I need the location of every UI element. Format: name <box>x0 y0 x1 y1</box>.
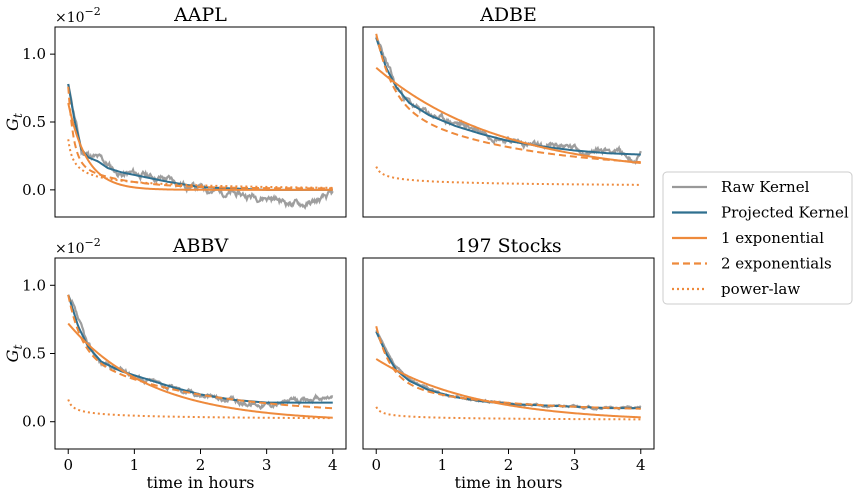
legend-label: power-law <box>721 280 800 298</box>
x-tick-label: 1 <box>438 456 448 474</box>
x-tick-label: 0 <box>63 456 73 474</box>
legend-box <box>662 171 853 305</box>
axes-frame <box>362 26 655 218</box>
projected-kernel-line <box>375 37 641 156</box>
offset-base: ×10 <box>55 241 85 257</box>
panel-title: AAPL <box>173 4 227 26</box>
projected-kernel-line <box>67 83 333 191</box>
two-exponentials-line <box>67 294 333 410</box>
y-axis-label: Gt <box>3 113 25 131</box>
legend: Raw Kernel Projected Kernel 1 exponential 2… <box>662 171 853 305</box>
series-group <box>375 33 642 186</box>
x-tick-label: 1 <box>130 456 140 474</box>
y-offset-text: ×10−2 <box>55 236 101 257</box>
projected-kernel-line <box>67 294 333 404</box>
series-group <box>67 294 334 420</box>
power-law-line <box>67 399 333 420</box>
one-exponential-line <box>67 102 333 191</box>
two-exponentials-line <box>375 33 641 164</box>
one-exponential-line <box>67 322 333 419</box>
y-tick-label: 1.0 <box>22 276 46 294</box>
panel-2: ADBE <box>362 4 655 218</box>
raw-kernel-line <box>375 329 642 411</box>
projected-kernel-line <box>375 331 641 410</box>
one-exponential-line <box>375 66 641 165</box>
ylabel-main: G <box>3 118 22 131</box>
ylabel-main: G <box>3 349 22 362</box>
x-axis-label: time in hours <box>455 473 563 492</box>
y-tick-label: 1.0 <box>22 45 46 63</box>
x-axis-label: time in hours <box>147 473 255 492</box>
legend-label: 1 exponential <box>721 229 824 247</box>
offset-exponent: −2 <box>85 236 101 249</box>
ylabel-subscript: t <box>11 113 25 118</box>
power-law-line <box>67 139 333 189</box>
series-group <box>67 83 334 210</box>
x-tick-label: 3 <box>570 456 580 474</box>
panel-1: 0.0 0.5 1.0 AAPL ×10−2 Gt <box>3 4 347 218</box>
x-tick-label: 3 <box>262 456 272 474</box>
offset-base: ×10 <box>55 10 85 26</box>
y-axis-label: Gt <box>3 345 25 363</box>
ylabel-subscript: t <box>11 345 25 350</box>
x-tick-label: 2 <box>196 456 206 474</box>
panel-title: 197 Stocks <box>455 235 561 257</box>
panel-title: ABBV <box>172 235 229 257</box>
y-tick-label: 0.5 <box>22 345 46 363</box>
x-tick-label: 4 <box>328 456 338 474</box>
panel-title: ADBE <box>479 4 537 26</box>
x-tick-label: 0 <box>371 456 381 474</box>
x-tick-label: 4 <box>636 456 646 474</box>
two-exponentials-line <box>67 86 333 190</box>
two-exponentials-line <box>375 325 641 410</box>
y-tick-label: 0.0 <box>22 413 46 431</box>
panel-3: 0.0 0.5 1.0 0 1 2 3 4 ABBV ×10−2 Gt time in hours <box>3 235 347 492</box>
y-tick-label: 0.5 <box>22 113 46 131</box>
legend-label: Raw Kernel <box>721 178 810 196</box>
power-law-line <box>375 166 641 186</box>
raw-kernel-line <box>67 294 334 411</box>
power-law-line <box>375 406 641 421</box>
axes-frame <box>362 257 655 450</box>
series-group <box>375 325 642 421</box>
x-tick-label: 2 <box>504 456 514 474</box>
one-exponential-line <box>375 358 641 419</box>
legend-label: Projected Kernel <box>721 204 849 222</box>
raw-kernel-line <box>375 36 642 165</box>
legend-label: 2 exponentials <box>721 255 832 273</box>
y-tick-label: 0.0 <box>22 181 46 199</box>
y-offset-text: ×10−2 <box>55 5 101 26</box>
offset-exponent: −2 <box>85 5 101 18</box>
panel-4: 0 1 2 3 4 197 Stocks time in hours <box>362 235 655 492</box>
